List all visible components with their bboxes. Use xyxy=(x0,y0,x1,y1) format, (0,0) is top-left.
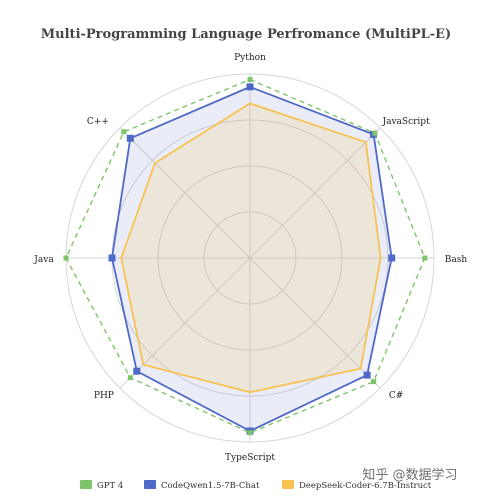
point-codeqwen1-5-7b-chat-bash xyxy=(388,254,396,262)
legend-label-codeqwen1-5-7b-chat: CodeQwen1.5-7B-Chat xyxy=(161,481,260,491)
watermark: 知乎 @数据学习 xyxy=(362,467,457,483)
point-gpt-4-bash xyxy=(422,255,428,261)
series-line-deepseek-coder-6-7b-instruct xyxy=(120,102,382,394)
legend-label-deepseek-coder-6-7b-instruct: DeepSeek-Coder-6.7B-Instruct xyxy=(299,481,432,491)
point-gpt-4-javascript xyxy=(372,130,378,136)
axis-label-bash: Bash xyxy=(445,255,468,265)
legend-swatch-codeqwen1-5-7b-chat xyxy=(144,480,156,489)
point-codeqwen1-5-7b-chat-java xyxy=(108,254,116,262)
point-gpt-4-c xyxy=(121,129,127,135)
axis-label-c: C++ xyxy=(87,117,109,127)
spoke-php xyxy=(119,257,251,389)
series-line-gpt-4 xyxy=(65,78,426,434)
point-gpt-4-python xyxy=(247,77,253,83)
axis-label-c: C# xyxy=(389,391,403,401)
axis-label-typescript: TypeScript xyxy=(225,453,275,463)
spoke-c xyxy=(119,127,251,259)
legend: GPT 4 CodeQwen1.5-7B-Chat DeepSeek-Coder-6… xyxy=(80,480,432,491)
point-gpt-4-java xyxy=(63,255,69,261)
legend-swatch-deepseek-coder-6-7b-instruct xyxy=(282,480,294,489)
point-gpt-4-c xyxy=(371,379,377,385)
point-codeqwen1-5-7b-chat-php xyxy=(133,367,141,375)
axis-label-python: Python xyxy=(234,53,266,63)
point-codeqwen1-5-7b-chat-python xyxy=(246,83,254,91)
spoke-c xyxy=(249,257,381,389)
point-gpt-4-php xyxy=(127,375,133,381)
legend-swatch-gpt-4 xyxy=(80,480,92,489)
point-codeqwen1-5-7b-chat-c xyxy=(126,134,134,142)
axis-label-javascript: JavaScript xyxy=(382,117,431,127)
radar-series xyxy=(63,77,428,436)
chart-title: Multi-Programming Language Perfromance (… xyxy=(41,27,451,42)
point-codeqwen1-5-7b-chat-c xyxy=(363,371,371,379)
axis-label-php: PHP xyxy=(94,391,114,401)
point-gpt-4-typescript xyxy=(247,430,253,436)
axis-label-java: Java xyxy=(33,255,54,265)
legend-label-gpt-4: GPT 4 xyxy=(97,481,123,491)
axis-labels: Python JavaScript Bash C# TypeScript PHP Java C… xyxy=(33,53,467,463)
spoke-javascript xyxy=(249,127,381,259)
